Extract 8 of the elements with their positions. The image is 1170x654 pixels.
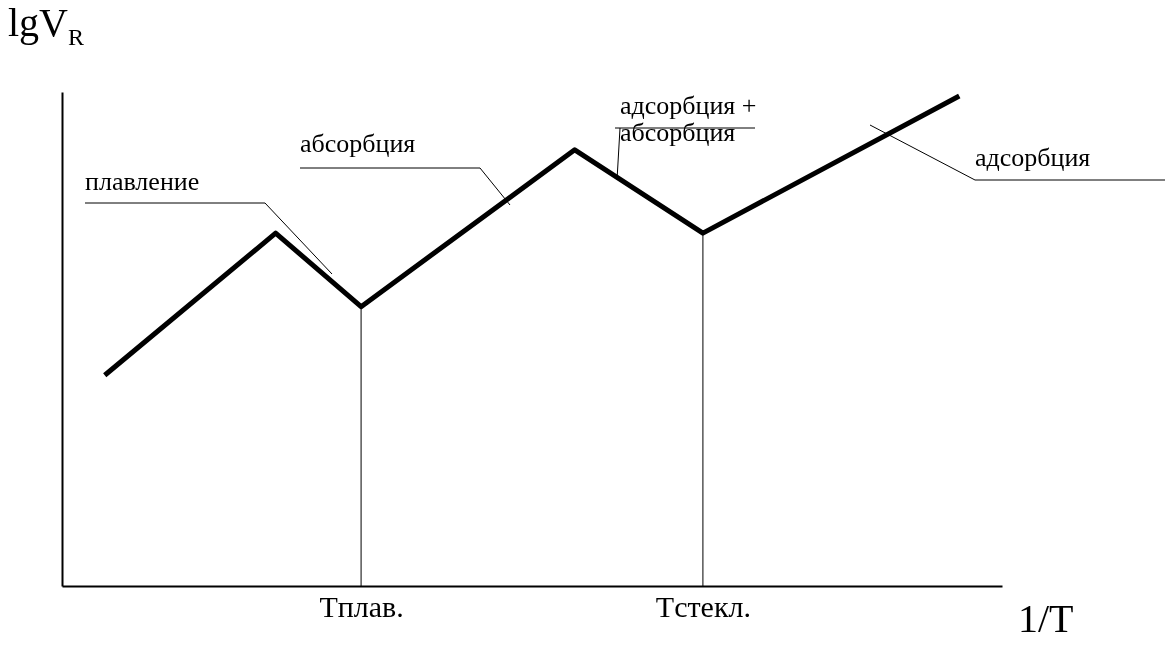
- annotation: абсорбция: [300, 129, 416, 158]
- annotation: адсорбция: [975, 143, 1091, 172]
- y-axis-title: lgV$_{R}$: [8, 0, 85, 51]
- annotation: плавление: [85, 167, 200, 196]
- x-tick-label: Tплав.: [319, 589, 404, 623]
- x-tick-label: Tстекл.: [655, 589, 751, 623]
- annotation: адсорбция + абсорбция: [620, 91, 757, 148]
- x-axis-title: 1/T: [1018, 596, 1074, 641]
